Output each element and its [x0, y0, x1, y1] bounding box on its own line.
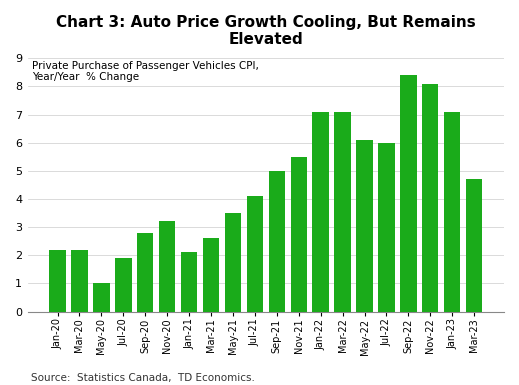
- Bar: [137, 233, 154, 311]
- Bar: [268, 171, 285, 311]
- Bar: [400, 75, 417, 311]
- Bar: [225, 213, 241, 311]
- Bar: [115, 258, 131, 311]
- Bar: [356, 140, 373, 311]
- Title: Chart 3: Auto Price Growth Cooling, But Remains
Elevated: Chart 3: Auto Price Growth Cooling, But …: [56, 15, 476, 47]
- Bar: [93, 283, 110, 311]
- Bar: [247, 196, 263, 311]
- Bar: [71, 249, 88, 311]
- Bar: [49, 249, 66, 311]
- Text: Private Purchase of Passenger Vehicles CPI,
Year/Year  % Change: Private Purchase of Passenger Vehicles C…: [33, 61, 260, 82]
- Bar: [181, 253, 197, 311]
- Bar: [291, 157, 307, 311]
- Bar: [203, 238, 219, 311]
- Bar: [422, 84, 439, 311]
- Bar: [334, 112, 351, 311]
- Bar: [312, 112, 329, 311]
- Bar: [159, 221, 175, 311]
- Bar: [466, 179, 482, 311]
- Bar: [444, 112, 460, 311]
- Bar: [378, 143, 394, 311]
- Text: Source:  Statistics Canada,  TD Economics.: Source: Statistics Canada, TD Economics.: [31, 373, 255, 383]
